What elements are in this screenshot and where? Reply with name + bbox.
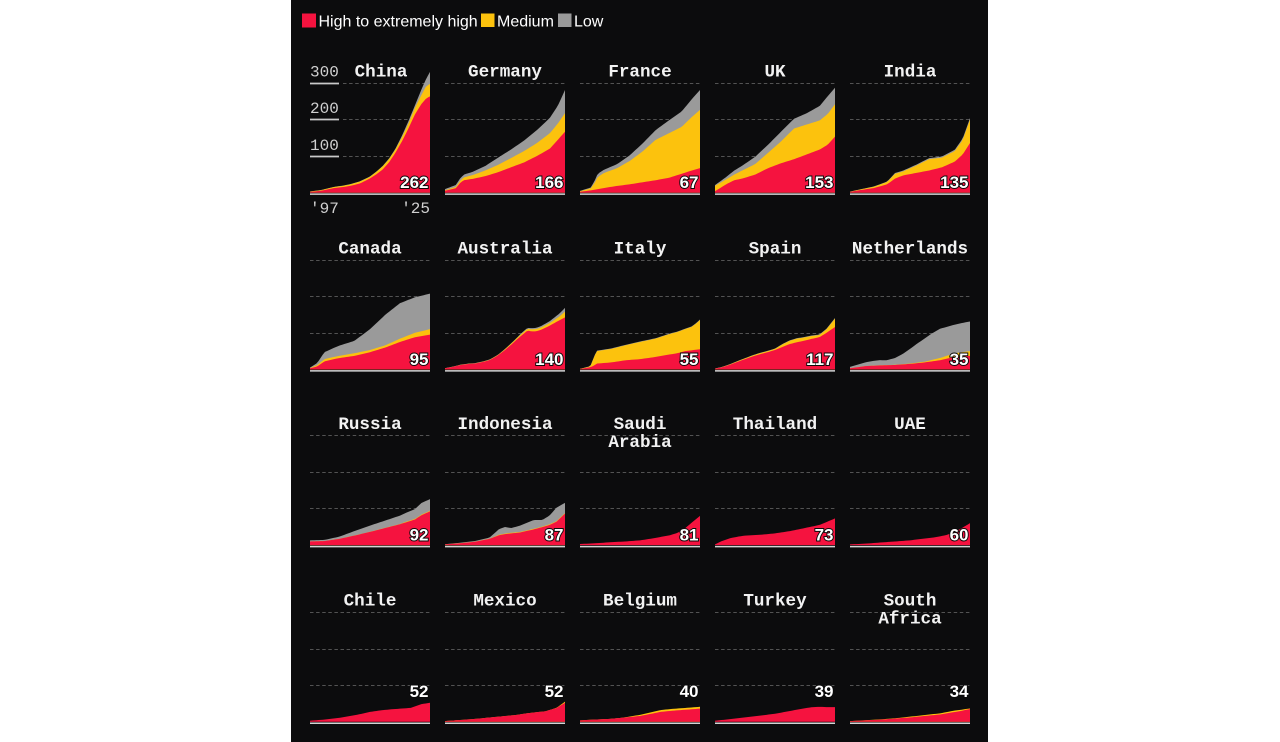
svg-text:100: 100 [310,137,339,155]
svg-text:India: India [884,63,937,83]
svg-text:High to extremely high: High to extremely high [319,14,478,31]
svg-text:Spain: Spain [749,239,802,259]
svg-text:67: 67 [680,173,699,192]
svg-text:52: 52 [410,682,429,701]
svg-text:39: 39 [815,682,834,701]
svg-text:Indonesia: Indonesia [457,415,552,435]
svg-text:Germany: Germany [468,63,542,83]
svg-text:153: 153 [805,173,833,192]
svg-text:166: 166 [535,173,563,192]
svg-text:95: 95 [410,350,429,369]
svg-text:40: 40 [680,682,699,701]
svg-text:Italy: Italy [614,239,667,259]
svg-text:Belgium: Belgium [603,592,677,612]
svg-text:140: 140 [535,350,563,369]
svg-text:Arabia: Arabia [608,433,672,453]
svg-text:34: 34 [950,682,969,701]
svg-text:55: 55 [680,350,699,369]
svg-text:Africa: Africa [878,610,942,630]
svg-text:UAE: UAE [894,415,926,435]
svg-text:'97: '97 [310,200,339,218]
svg-text:92: 92 [410,526,429,545]
svg-text:Mexico: Mexico [473,592,536,612]
svg-text:87: 87 [545,526,564,545]
svg-text:France: France [608,63,671,83]
svg-text:'25: '25 [401,200,430,218]
svg-text:73: 73 [815,526,834,545]
svg-text:117: 117 [806,350,833,369]
svg-text:81: 81 [680,526,699,545]
svg-text:Low: Low [574,14,604,31]
svg-text:60: 60 [950,526,969,545]
svg-text:300: 300 [310,64,339,82]
svg-text:Chile: Chile [344,592,397,612]
svg-text:35: 35 [950,350,969,369]
svg-text:Russia: Russia [338,415,402,435]
svg-text:Turkey: Turkey [743,592,807,612]
svg-text:135: 135 [940,173,968,192]
svg-text:Canada: Canada [338,239,402,259]
svg-text:52: 52 [545,682,564,701]
svg-text:China: China [355,63,408,83]
svg-text:Thailand: Thailand [733,415,817,435]
svg-text:Australia: Australia [457,239,552,259]
svg-text:262: 262 [400,173,428,192]
svg-text:Saudi: Saudi [614,415,667,435]
svg-text:Netherlands: Netherlands [852,239,968,259]
svg-text:UK: UK [764,63,786,83]
svg-text:200: 200 [310,100,339,118]
svg-text:South: South [884,592,937,612]
svg-text:Medium: Medium [497,14,554,31]
